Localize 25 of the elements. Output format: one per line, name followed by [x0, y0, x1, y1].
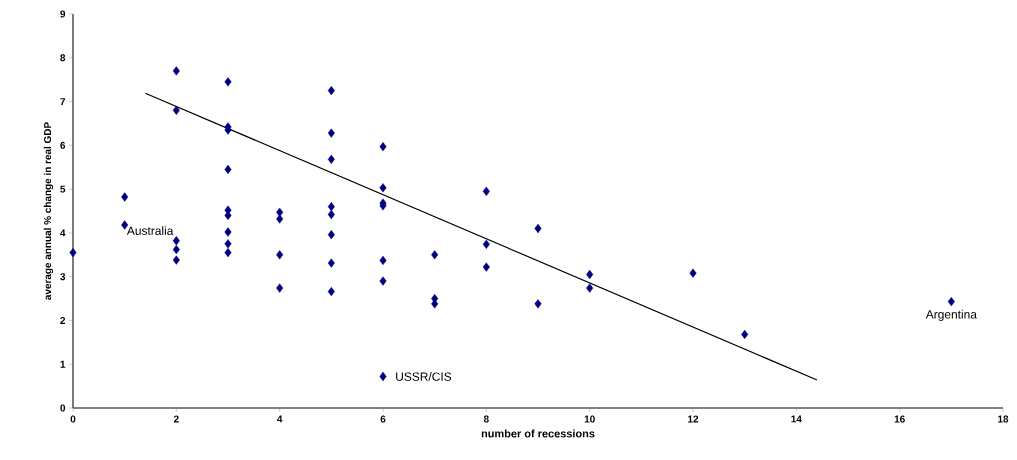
annotation: Argentina: [925, 309, 977, 321]
x-tick-label: 0: [70, 415, 76, 423]
x-tick-label: 12: [688, 415, 699, 423]
y-tick-label: 1: [60, 360, 66, 368]
annotation: USSR/CIS: [396, 372, 452, 381]
x-tick-label: 6: [380, 415, 386, 423]
y-tick-label: 4: [60, 229, 66, 237]
y-tick-label: 8: [60, 54, 66, 62]
annotation: Australia: [126, 226, 174, 235]
y-tick-label: 6: [60, 141, 66, 149]
y-tick-label: 2: [60, 316, 66, 324]
y-tick-label: 3: [60, 273, 66, 281]
x-tick-label: 8: [483, 415, 489, 423]
x-tick-label: 14: [791, 415, 802, 423]
x-axis-title: number of recessions: [481, 429, 595, 438]
y-tick-label: 9: [60, 10, 66, 18]
x-tick-label: 2: [173, 415, 179, 423]
x-tick-label: 16: [894, 415, 905, 423]
x-tick-label: 18: [998, 415, 1009, 423]
y-tick-label: 0: [60, 404, 66, 412]
y-axis-title: average annual % change in real GDP: [43, 122, 54, 300]
y-tick-label: 5: [60, 185, 66, 193]
y-tick-label: 7: [60, 98, 66, 105]
x-tick-label: 10: [584, 415, 595, 423]
x-tick-label: 4: [277, 415, 283, 423]
